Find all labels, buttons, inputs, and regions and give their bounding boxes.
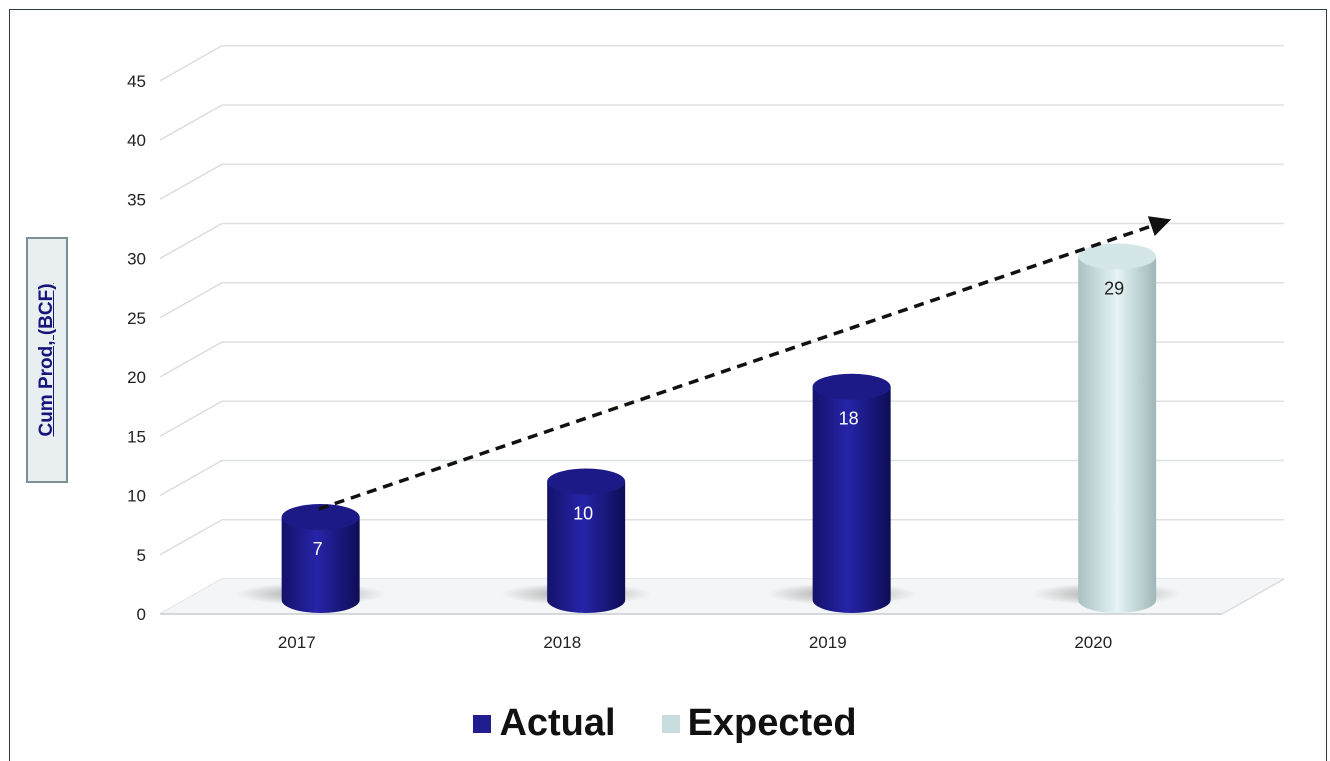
legend-item-actual: Actual (473, 702, 616, 745)
y-axis-label-box (26, 237, 68, 483)
legend-label-actual: Actual (499, 702, 616, 744)
gridline-side-20 (159, 341, 223, 378)
bar-actual-2018 (547, 481, 626, 613)
legend: Actual Expected (0, 702, 1330, 745)
y-tick-label: 45 (127, 72, 146, 91)
chart-plot: 0 5 10 15 20 25 30 35 40 45 2017 7 2018 10 2019 18 2020… (127, 45, 1285, 652)
trend-arrow (318, 216, 1172, 511)
bar-actual-2017 (281, 517, 360, 613)
x-tick-label-2018: 2018 (543, 633, 581, 652)
bar-top-actual-2018 (547, 468, 626, 495)
y-axis-label: Cum Prod, (BCF) (36, 283, 57, 437)
gridline-side-10 (159, 459, 223, 497)
legend-swatch-actual (473, 714, 492, 733)
x-tick-label-2019: 2019 (809, 633, 847, 652)
legend-swatch-expected (661, 714, 680, 733)
gridline-side-15 (159, 400, 223, 437)
bar-top-actual-2019 (812, 373, 891, 400)
y-tick-label: 25 (127, 309, 146, 328)
bar-top-expected-2020 (1078, 243, 1157, 270)
data-label-2019: 18 (839, 409, 859, 429)
y-tick-label: 10 (127, 487, 146, 506)
data-label-2020: 29 (1104, 278, 1124, 298)
gridline-side-45 (159, 45, 223, 82)
y-tick-label: 0 (137, 605, 146, 624)
gridline-side-30 (159, 222, 223, 260)
gridline-side-25 (159, 282, 223, 319)
gridline-side-35 (159, 163, 223, 200)
y-tick-label: 5 (137, 546, 146, 565)
y-tick-label: 35 (127, 190, 146, 209)
x-tick-label-2020: 2020 (1074, 633, 1112, 652)
legend-item-expected: Expected (661, 702, 857, 745)
y-tick-label: 30 (127, 250, 146, 269)
bar-top-actual-2017 (281, 504, 360, 531)
y-tick-label: 40 (127, 131, 146, 150)
floor-right-edge (1221, 578, 1285, 615)
gridline-side-5 (159, 519, 223, 556)
gridline-side-40 (159, 104, 223, 141)
bar-expected-2020 (1078, 256, 1157, 613)
x-tick-label-2017: 2017 (278, 633, 316, 652)
y-tick-label: 20 (127, 368, 146, 387)
data-label-2018: 10 (573, 504, 593, 524)
data-label-2017: 7 (313, 539, 323, 559)
bar-actual-2019 (812, 386, 891, 613)
y-tick-label: 15 (127, 427, 146, 446)
chart-frame (9, 9, 1327, 761)
chart-floor (160, 579, 1284, 614)
legend-label-expected: Expected (687, 702, 857, 744)
